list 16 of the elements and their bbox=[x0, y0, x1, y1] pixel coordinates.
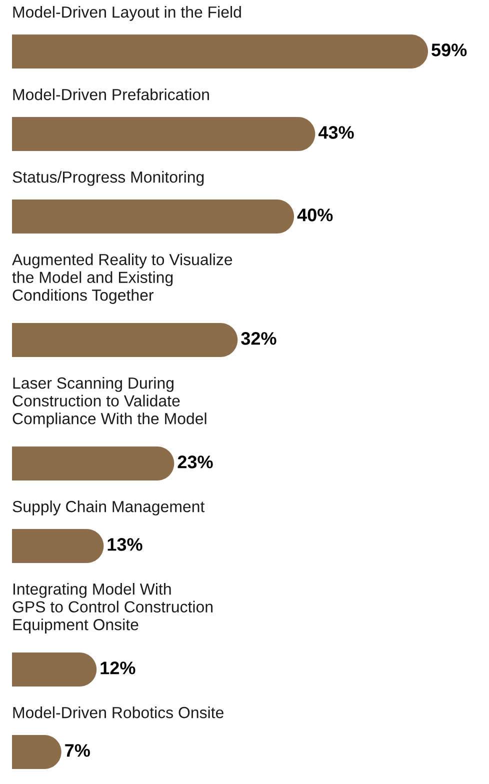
data-label: 23% bbox=[178, 456, 213, 468]
y-tick-label: Supply Chain Management bbox=[12, 500, 205, 516]
y-tick-label: Augmented Reality to Visualize the Model and Existing Conditions Together bbox=[12, 254, 232, 304]
data-label: 12% bbox=[100, 662, 136, 674]
y-tick-label: Integrating Model With GPS to Control Construction Equipment Onsite bbox=[12, 583, 212, 634]
data-label: 43% bbox=[318, 126, 354, 139]
data-label: 32% bbox=[241, 332, 276, 345]
data-label: 40% bbox=[297, 208, 333, 222]
y-tick-label: Model-Driven Layout in the Field bbox=[13, 6, 241, 21]
y-tick-label: Model-Driven Prefabrication bbox=[13, 88, 209, 100]
y-tick-label: Status/Progress Monitoring bbox=[12, 171, 204, 186]
data-label: 59% bbox=[432, 44, 467, 56]
y-tick-label: Laser Scanning During Construction to Validate Compliance With the Model bbox=[12, 377, 206, 428]
data-label: 13% bbox=[108, 538, 142, 551]
data-label: 7% bbox=[65, 744, 90, 757]
y-tick-label: Model-Driven Robotics Onsite bbox=[13, 706, 224, 718]
